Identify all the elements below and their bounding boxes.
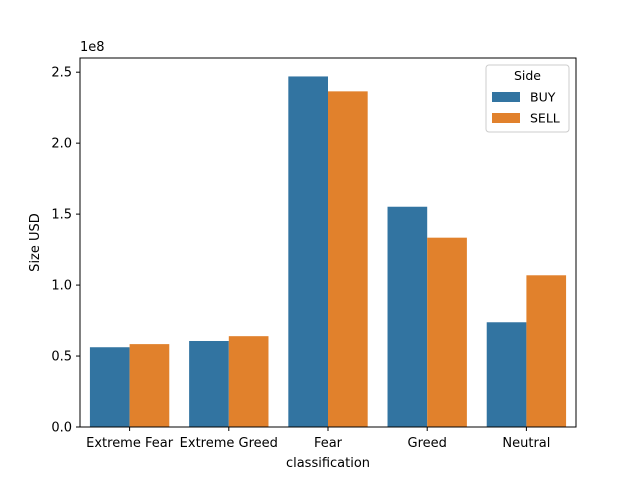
bars-group: [89, 76, 567, 427]
y-axis-label: Size USD: [28, 213, 43, 272]
bar-sell-extreme-greed: [228, 336, 269, 427]
x-tick-label: Fear: [314, 436, 343, 451]
y-tick-label: 0.0: [51, 421, 72, 436]
y-tick-label: 1.0: [51, 279, 72, 294]
legend-label-sell: SELL: [530, 111, 560, 126]
bar-sell-extreme-fear: [129, 344, 170, 427]
x-axis-ticks: Extreme Fear Extreme Greed Fear Greed Neutra…: [86, 427, 550, 451]
x-tick-label: Greed: [408, 436, 447, 451]
bar-sell-fear: [328, 91, 368, 427]
y-axis-offset-label: 1e8: [80, 40, 105, 55]
bar-buy-neutral: [486, 322, 527, 427]
legend-label-buy: BUY: [530, 90, 556, 105]
legend-swatch-buy: [492, 92, 520, 102]
y-tick-label: 1.5: [51, 208, 72, 223]
bar-buy-extreme-greed: [189, 340, 229, 427]
x-tick-label: Extreme Greed: [180, 436, 278, 451]
legend: Side BUY SELL: [485, 64, 570, 133]
plot-frame: [79, 57, 577, 428]
bar-sell-greed: [427, 237, 467, 427]
y-axis-ticks: 0.0 0.5 1.0 1.5 2.0 2.5: [51, 66, 80, 436]
bar-buy-greed: [387, 206, 428, 427]
legend-swatch-sell: [492, 113, 520, 123]
y-tick-label: 2.5: [51, 66, 72, 81]
bar-buy-fear: [288, 76, 328, 427]
y-tick-label: 2.0: [51, 137, 72, 152]
y-tick-label: 0.5: [51, 350, 72, 365]
x-tick-label: Extreme Fear: [86, 436, 174, 451]
x-tick-label: Neutral: [502, 436, 550, 451]
x-axis-label: classification: [286, 456, 370, 471]
legend-title: Side: [514, 68, 541, 83]
bar-sell-neutral: [526, 275, 567, 427]
bar-buy-extreme-fear: [89, 347, 130, 427]
